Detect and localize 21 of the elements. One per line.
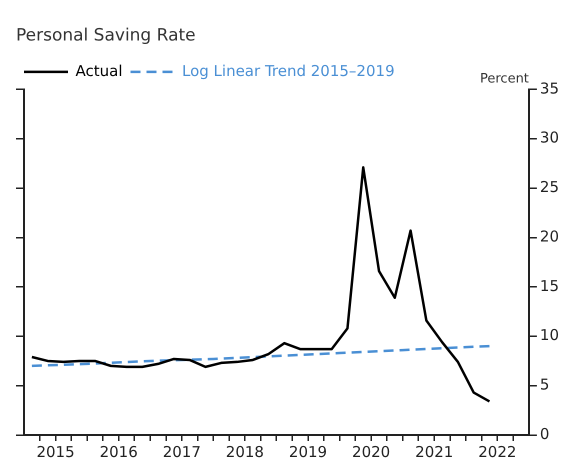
x-tick-label: 2022 (478, 442, 516, 461)
x-tick-label: 2019 (288, 442, 328, 461)
x-tick-label: 2015 (36, 442, 75, 461)
y-tick-label: 30 (540, 128, 560, 147)
y-tick-label: 35 (540, 79, 560, 98)
x-tick-label: 2021 (415, 442, 454, 461)
line-series (30, 344, 491, 368)
x-tick-label: 2017 (162, 442, 201, 461)
y-tick-label: 20 (540, 227, 560, 246)
y-tick-label: 5 (540, 376, 550, 394)
x-tick-label: 2020 (352, 442, 390, 461)
y-tick-label: 25 (540, 178, 560, 196)
legend-label: Actual (76, 62, 122, 80)
y-axis-title: Percent (480, 71, 529, 86)
chart-title: Personal Saving Rate (16, 26, 196, 46)
y-tick-label: 10 (540, 326, 560, 344)
y-tick-label: 0 (540, 424, 550, 443)
y-tick-label: 15 (540, 276, 560, 295)
x-tick-label: 2016 (100, 442, 138, 461)
legend-label: Log Linear Trend 2015–2019 (182, 62, 395, 80)
x-tick-label: 2018 (226, 442, 264, 461)
